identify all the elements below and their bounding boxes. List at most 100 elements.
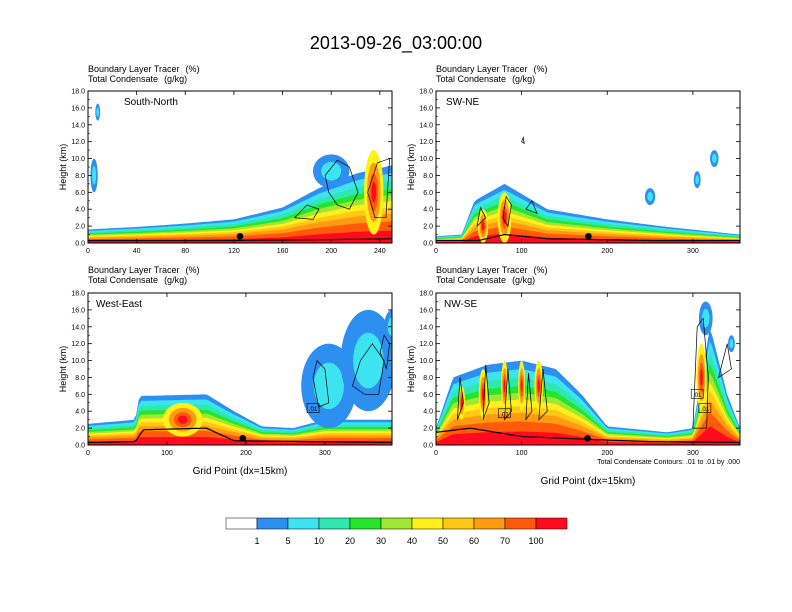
contour-label: .01 [500,412,509,418]
plot-area: 0.0 2.0 4.0 6.0 8.0 10.0 12.0 14.0 16.0 18.0 0 100 2… [419,89,741,255]
x-axis-label: Grid Point (dx=15km) [193,466,288,477]
header-tracer-label: Boundary Layer Tracer [88,265,180,275]
colorbar-swatch [473,517,506,530]
contour-label: .01 [701,407,710,413]
x-tick-label: 200 [240,450,252,457]
tracer-cell [371,181,377,203]
contour-label-box [690,389,704,399]
y-tick-label: 6.0 [423,392,433,399]
plot-area: 0.0 2.0 4.0 6.0 8.0 10.0 12.0 14.0 16.0 18.0 0 40 80… [71,89,393,255]
y-tick-label: 4.0 [423,409,433,416]
y-tick-label: 18.0 [419,291,433,298]
y-tick-label: 2.0 [423,426,433,433]
y-tick-label: 0.0 [423,241,433,248]
tracer-field [436,136,740,243]
panel-nw-se: Boundary Layer Tracer (%) Total Condensat… [406,265,741,487]
colorbar-label: 20 [345,536,355,546]
condensate-contour [538,368,548,421]
condensate-contour [457,377,464,420]
tracer-field [88,103,392,243]
header-condensate-unit: (g/kg) [512,74,535,84]
colorbar-swatch [318,517,351,530]
tracer-blob-core [96,107,100,117]
colorbar-swatch [287,517,320,530]
y-tick-label: 6.0 [75,190,85,197]
tracer-blob-core [647,191,653,202]
y-tick-label: 8.0 [75,375,85,382]
condensate-contour [504,368,512,421]
y-tick-label: 10.0 [71,156,85,163]
panel-west-east: Boundary Layer Tracer (%) Total Condensat… [58,265,393,477]
figure-title: 2013-09-26_03:00:00 [310,33,482,54]
tracer-cell [537,379,540,393]
x-tick-label: 100 [516,450,528,457]
y-tick-label: 12.0 [71,139,85,146]
header-condensate-label: Total Condensate [88,74,158,84]
x-tick-label: 200 [325,248,337,255]
y-tick-label: 2.0 [423,224,433,231]
colorbar-swatch [504,517,537,530]
location-marker [584,434,591,442]
colorbar-label: 30 [376,536,386,546]
colorbar-swatch [380,517,413,530]
header-condensate-label: Total Condensate [88,275,158,285]
y-axis-label: Height (km) [406,346,416,393]
x-tick-label: 100 [516,248,528,255]
condensate-contour [324,159,359,210]
tracer-blob-core [92,166,97,185]
location-marker [585,232,592,240]
y-tick-label: 12.0 [71,341,85,348]
y-tick-label: 18.0 [419,89,433,96]
colorbar-label: 50 [438,536,448,546]
x-tick-label: 300 [687,450,699,457]
y-tick-label: 10.0 [419,156,433,163]
contour-label-box [698,403,712,413]
x-tick-label: 80 [181,248,189,255]
shade-band-10 [436,426,740,445]
condensate-contour [476,206,487,228]
y-axis-label: Height (km) [58,144,68,191]
panel-label: South-North [124,97,178,108]
contour-label-box [498,408,511,419]
x-axis-label: Grid Point (dx=15km) [541,476,636,487]
tracer-cell [503,379,506,393]
panel-header-tracer: Boundary Layer Tracer (%) [88,64,200,74]
colorbar-swatch [442,517,475,530]
header-condensate-unit: (g/kg) [164,74,187,84]
panel-sw-ne: Boundary Layer Tracer (%) Total Condensat… [406,64,741,255]
terrain-line [88,238,392,242]
y-axis-label: Height (km) [58,346,68,393]
panel-header-condensate: Total Condensate (g/kg) [436,74,535,84]
y-tick-label: 0.0 [75,443,85,450]
x-tick-label: 100 [161,450,173,457]
tracer-cell [177,415,188,424]
y-tick-label: 6.0 [423,190,433,197]
condensate-contour [521,136,525,145]
condensate-contour [352,343,385,395]
header-condensate-unit: (g/kg) [164,275,187,285]
y-tick-label: 18.0 [71,89,85,96]
y-tick-label: 4.0 [423,207,433,214]
header-tracer-unit: (%) [534,265,548,275]
location-marker [239,434,247,442]
header-condensate-label: Total Condensate [436,275,506,285]
y-tick-label: 10.0 [71,358,85,365]
panel-label: SW-NE [446,97,479,108]
colorbar-swatch [411,517,444,530]
tracer-cell [482,388,485,401]
x-tick-label: 0 [434,248,438,255]
y-tick-label: 12.0 [419,139,433,146]
colorbar: 1 5 10 20 30 40 50 60 70 100 [225,517,568,546]
header-condensate-unit: (g/kg) [512,275,535,285]
header-tracer-label: Boundary Layer Tracer [436,64,528,74]
colorbar-label: 70 [500,536,510,546]
header-tracer-unit: (%) [186,64,200,74]
condensate-contour [692,317,709,429]
x-tick-label: 200 [601,248,613,255]
x-tick-label: 240 [374,248,386,255]
y-tick-label: 18.0 [71,291,85,298]
tracer-cell [520,379,523,393]
y-tick-label: 4.0 [75,409,85,416]
y-tick-label: 8.0 [423,375,433,382]
